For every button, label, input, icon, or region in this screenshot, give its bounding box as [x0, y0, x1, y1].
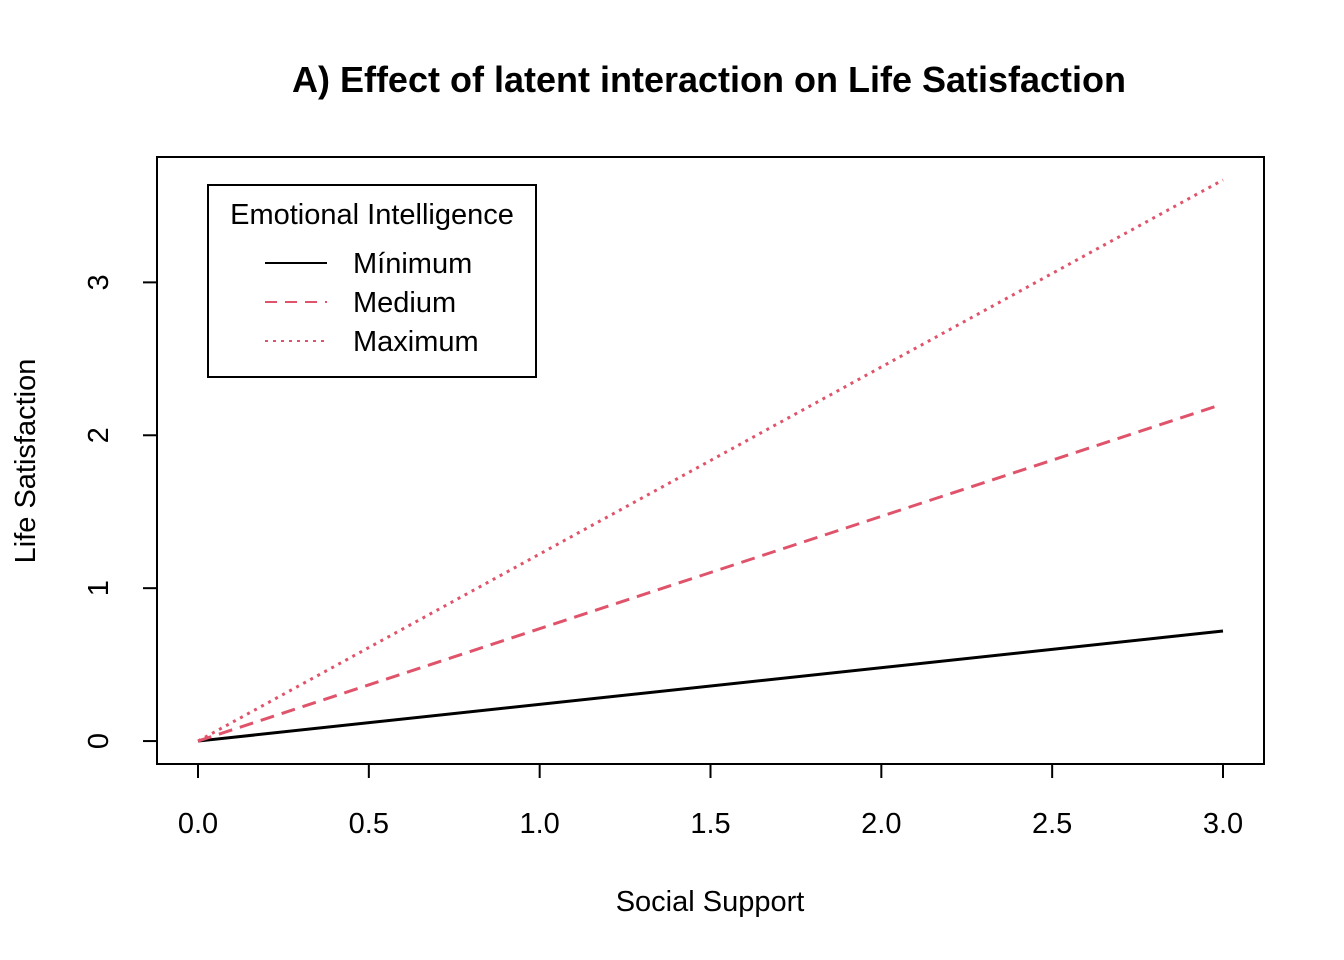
y-tick-label: 0: [83, 733, 115, 749]
y-axis-label: Life Satisfaction: [10, 359, 42, 564]
legend-label: Maximum: [353, 326, 479, 358]
legend-entries: Mínimum Medium Maximum: [265, 248, 479, 358]
series-line-medium: [197, 404, 1217, 743]
legend-box: [207, 184, 537, 378]
series-line-maximum: [197, 178, 1224, 743]
legend: Emotional Intelligence Mínimum Medium Maxi…: [207, 184, 537, 378]
legend-title: Emotional Intelligence: [230, 199, 514, 231]
y-tick-label: 3: [83, 274, 115, 290]
x-tick-label: 1.0: [520, 808, 560, 840]
y-tick-label: 2: [83, 427, 115, 443]
x-tick-label: 0.5: [349, 808, 389, 840]
series-layer: [197, 178, 1224, 743]
series-line-mínimum: [197, 629, 1224, 743]
x-tick-label: 0.0: [178, 808, 218, 840]
chart-title: A) Effect of latent interaction on Life …: [292, 59, 1126, 100]
y-tick-label: 1: [83, 580, 115, 596]
x-tick-label: 2.0: [861, 808, 901, 840]
x-tick-label: 3.0: [1203, 808, 1243, 840]
legend-label: Mínimum: [353, 248, 472, 280]
x-axis-label: Social Support: [616, 886, 805, 918]
x-tick-label: 1.5: [690, 808, 730, 840]
x-axis: 0.0 0.5 1.0 1.5 2.0 2.5 3.0: [178, 763, 1243, 840]
legend-label: Medium: [353, 287, 456, 319]
y-axis: 0 1 2 3: [83, 274, 158, 749]
x-tick-label: 2.5: [1032, 808, 1072, 840]
